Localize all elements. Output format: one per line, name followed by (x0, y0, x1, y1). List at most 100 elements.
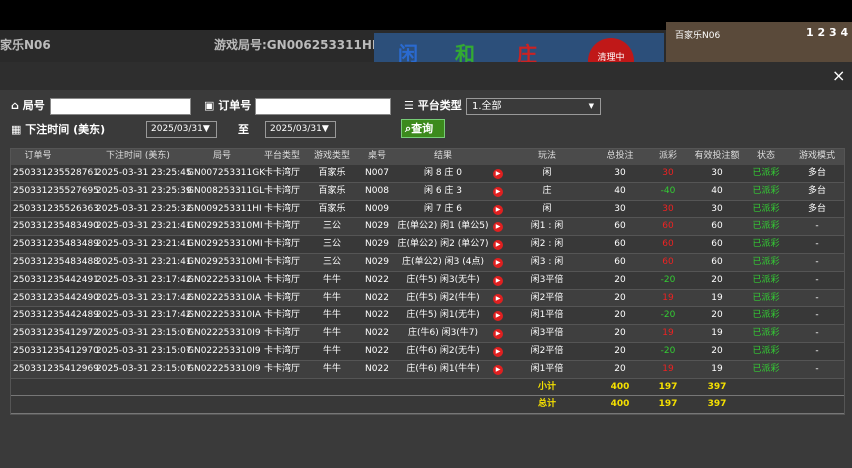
cell: 30 (614, 168, 626, 178)
cell: 已派彩 (752, 346, 780, 356)
column-header: 局号 (212, 151, 231, 161)
cell: 已派彩 (752, 203, 780, 214)
video-title: 百家乐N06 (675, 31, 721, 41)
label-text: 平台类型 (417, 99, 462, 112)
cell: N009 (365, 203, 389, 214)
date-from[interactable]: 2025/03/31▼ (146, 121, 217, 138)
cell: 闲2 : 闲 (530, 239, 564, 250)
cell: 250331235412969 (13, 363, 99, 374)
label-text: 订单号 (218, 99, 252, 112)
cell: 百家乐 (318, 168, 346, 178)
play-icon: ▶ (493, 186, 503, 197)
cell: 19 (711, 328, 723, 339)
cell: 庄(单公2) 闲3 (4点) (402, 257, 484, 267)
cell: 19 (662, 363, 674, 374)
cell: 卡卡湾厅 (263, 310, 300, 321)
query-button[interactable]: ⌕查询 (401, 119, 445, 138)
cell: 闲1平倍 (530, 363, 564, 374)
play-icon: ▶ (493, 293, 503, 304)
cell: 30 (614, 203, 626, 214)
column-header: 有效投注额 (694, 151, 740, 161)
cell: 卡卡湾厅 (263, 292, 300, 303)
cell: 闲3平倍 (530, 274, 564, 285)
cell: - (815, 363, 819, 374)
cell: 30 (711, 168, 723, 178)
summary-cell: 400 (610, 381, 630, 392)
cell: N029 (365, 257, 389, 267)
cell: 2025-03-31 23:25:32 (96, 203, 192, 214)
cell: GN029253310MI (187, 239, 263, 250)
cell: 卡卡湾厅 (263, 185, 300, 196)
summary-cell: 总计 (537, 399, 556, 410)
cell: 百家乐 (318, 203, 346, 214)
row-bg (11, 218, 844, 237)
cell: GN022253310IA (187, 274, 262, 285)
cell: 牛牛 (322, 310, 341, 321)
column-header: 订单号 (24, 151, 52, 161)
cell: 20 (614, 328, 626, 339)
cell: N022 (365, 346, 389, 356)
cell: 250331235483490 (13, 221, 99, 232)
row-bg (11, 254, 844, 272)
cell: N022 (365, 274, 389, 285)
column-header: 玩法 (537, 151, 556, 161)
row-bg (11, 307, 844, 326)
filter-label: ⌂ 局号 (11, 99, 45, 112)
cell: 已派彩 (752, 185, 780, 196)
select-arrow: ▼ (588, 102, 594, 110)
close-button[interactable]: × (832, 66, 846, 85)
cell: 40 (711, 185, 723, 196)
cell: 卡卡湾厅 (263, 346, 300, 356)
cell: -40 (660, 185, 676, 196)
cell: GN022253310I9 (187, 363, 261, 374)
cell: GN022253310I9 (187, 328, 261, 339)
video-thumb (666, 22, 852, 62)
date-to[interactable]: 2025/03/31▼ (265, 121, 336, 138)
cell: - (815, 346, 819, 356)
cell: 已派彩 (752, 239, 780, 250)
cell: 19 (711, 292, 723, 303)
cell: 闲 (542, 168, 552, 178)
cell: 卡卡湾厅 (263, 168, 300, 178)
cell: 已派彩 (752, 310, 780, 321)
cell: 卡卡湾厅 (263, 239, 300, 250)
summary-cell: 小计 (537, 381, 556, 392)
cell: 250331235483488 (13, 257, 99, 267)
label-text: 下注时间 (美东) (25, 123, 106, 136)
column-header: 平台类型 (263, 151, 300, 161)
round-input[interactable] (50, 98, 191, 115)
cell: 60 (614, 221, 626, 232)
cell: 30 (662, 168, 674, 178)
cell: 庄(单公2) 闲2 (单公7) (397, 239, 489, 250)
row-bg (11, 289, 844, 308)
cell: 已派彩 (752, 328, 780, 339)
cell: 60 (662, 239, 674, 250)
filter-label: ☰ 平台类型 (404, 99, 462, 112)
play-icon: ▶ (493, 329, 503, 340)
filter-label: ▦ 下注时间 (美东) (11, 123, 106, 136)
cell: 20 (614, 363, 626, 374)
cell: 20 (711, 346, 723, 356)
cell: N022 (365, 292, 389, 303)
cell: 20 (614, 310, 626, 321)
cell: GN022253310IA (187, 310, 262, 321)
cell: 卡卡湾厅 (263, 363, 300, 374)
cell: GN022253310I9 (187, 346, 261, 356)
cell: 庄(单公2) 闲1 (单公5) (397, 221, 489, 232)
row-bg (11, 343, 844, 361)
cell: N029 (365, 221, 389, 232)
cell: 20 (711, 310, 723, 321)
cell: N029 (365, 239, 389, 250)
summary-bg (11, 378, 844, 397)
cell: 庄(牛6) 闲2(无牛) (406, 346, 480, 356)
summary-cell: 397 (707, 399, 727, 410)
cell: 牛牛 (322, 363, 341, 374)
cell: 30 (662, 203, 674, 214)
cell: 60 (614, 239, 626, 250)
play-icon: ▶ (493, 364, 503, 375)
summary-cell: 197 (658, 381, 678, 392)
platform-select[interactable]: 1.全部 ▼ (466, 98, 601, 115)
summary-cell: 397 (707, 381, 727, 392)
order-input[interactable] (255, 98, 391, 115)
cell: 已派彩 (752, 363, 780, 374)
